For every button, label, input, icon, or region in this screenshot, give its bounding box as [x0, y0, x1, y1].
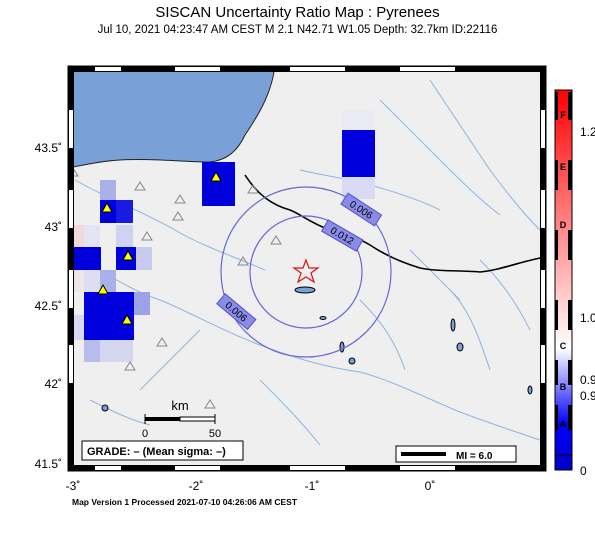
- triangle-icon: [247, 184, 259, 194]
- grade-letter: E: [560, 162, 566, 172]
- lat-labels: 43.5˚ 43˚ 42.5˚ 42˚ 41.5˚: [35, 141, 62, 471]
- colorbar: F E D C B A 1.2 1.0 0.9 0.9 0: [554, 89, 595, 478]
- lat-label: 43.5˚: [35, 141, 62, 155]
- triangle-icon: [121, 313, 133, 325]
- grade-letter: D: [560, 220, 567, 230]
- grade-box: GRADE: – (Mean sigma: –): [81, 440, 244, 461]
- svg-text:GRADE: – (Mean sigma: –): GRADE: – (Mean sigma: –): [87, 446, 226, 458]
- grade-letter: A: [560, 419, 567, 429]
- triangle-icon: [174, 194, 186, 204]
- triangle-icon: [122, 249, 134, 261]
- lon-label: -3˚: [66, 479, 81, 493]
- triangle-icon: [270, 235, 282, 245]
- lat-label: 42.5˚: [35, 299, 62, 313]
- grade-letter: B: [560, 382, 567, 392]
- scale-unit: km: [171, 398, 188, 413]
- triangle-icon: [97, 283, 109, 295]
- map-footer: Map Version 1 Processed 2021-07-10 04:26…: [72, 497, 298, 507]
- grade-letter: C: [560, 341, 567, 351]
- triangle-icon: [101, 201, 113, 213]
- scale-tick: 50: [209, 428, 221, 440]
- triangle-icon: [156, 337, 168, 347]
- svg-text:MI = 6.0: MI = 6.0: [456, 451, 493, 462]
- lon-label: -1˚: [305, 479, 320, 493]
- colorbar-value: 1.2: [580, 125, 595, 139]
- triangle-icon: [124, 361, 136, 371]
- colorbar-value: 0: [580, 464, 587, 478]
- star-icon: [292, 258, 320, 284]
- lat-label: 43˚: [45, 220, 62, 234]
- lon-label: 0˚: [425, 479, 436, 493]
- colorbar-value: 1.0: [580, 311, 595, 325]
- scale-bar: km 0 50: [142, 398, 221, 440]
- grade-letter: F: [560, 110, 566, 120]
- lon-label: -2˚: [189, 479, 204, 493]
- colorbar-values: 1.2 1.0 0.9 0.9 0: [580, 125, 595, 478]
- triangle-icon: [172, 211, 184, 221]
- uncertainty-cells: [68, 110, 375, 362]
- lat-label: 42˚: [45, 377, 62, 391]
- uncertainty-contours: [220, 186, 392, 358]
- colorbar-letters: F E D C B A: [560, 110, 567, 429]
- colorbar-value: 0.9: [580, 389, 595, 403]
- lat-label: 41.5˚: [35, 457, 62, 471]
- border-line: [244, 174, 541, 273]
- triangle-icon: [210, 170, 222, 182]
- lon-labels: -3˚ -2˚ -1˚ 0˚: [66, 479, 436, 493]
- scale-tick: 0: [142, 428, 148, 440]
- colorbar-value: 0.9: [580, 373, 595, 387]
- map-subtitle: Jul 10, 2021 04:23:47 AM CEST M 2.1 N42.…: [97, 24, 498, 36]
- triangle-icon: [237, 256, 249, 266]
- lakes: [101, 286, 533, 412]
- stations-filled: [97, 170, 222, 325]
- map-frame-ticks: [68, 66, 546, 471]
- triangle-icon: [141, 231, 153, 241]
- map-title: SISCAN Uncertainty Ratio Map : Pyrenees: [155, 4, 440, 21]
- triangle-icon: [204, 399, 216, 409]
- mi-box: MI = 6.0: [395, 445, 517, 463]
- triangle-icon: [134, 181, 146, 191]
